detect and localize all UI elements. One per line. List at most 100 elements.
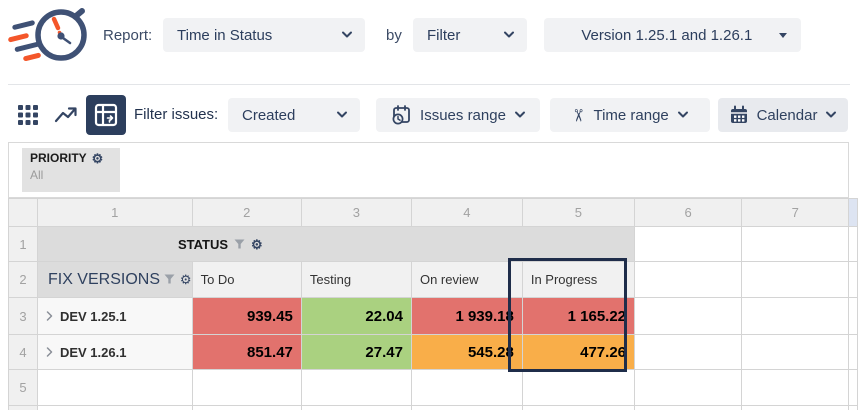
scope-value: Filter: [427, 26, 461, 44]
column-header-2[interactable]: 2: [191, 198, 302, 227]
chevron-right-icon[interactable]: [46, 347, 53, 357]
empty-cell[interactable]: [300, 369, 412, 406]
value-cell-selected-column[interactable]: 477.26: [521, 334, 636, 370]
fix-versions-header-cell[interactable]: FIX VERSIONS ⚙: [36, 261, 193, 298]
fix-versions-label: FIX VERSIONS: [47, 270, 160, 288]
row-header-4[interactable]: 4: [8, 334, 38, 370]
partial-cell: [848, 334, 858, 370]
saved-filter-dropdown[interactable]: Version 1.25.1 and 1.26.1: [544, 18, 801, 52]
gear-icon[interactable]: ⚙: [251, 236, 263, 252]
empty-cell[interactable]: [410, 369, 523, 406]
chevron-down-icon: [503, 31, 515, 39]
column-header-3[interactable]: 3: [300, 198, 412, 227]
chart-view-button[interactable]: [48, 97, 84, 133]
partial-cell: [848, 405, 858, 410]
empty-cell[interactable]: [634, 261, 743, 298]
row-label-text: DEV 1.26.1: [59, 344, 127, 360]
value-cell[interactable]: 545.28: [410, 334, 523, 370]
status-column-todo[interactable]: To Do: [191, 261, 302, 298]
empty-cell: [741, 405, 850, 410]
partial-cell: [848, 369, 858, 406]
empty-cell[interactable]: [634, 226, 743, 262]
value-cell[interactable]: 27.47: [300, 334, 412, 370]
filter-issues-value: Created: [242, 106, 296, 124]
column-header-7[interactable]: 7: [741, 198, 850, 227]
dropdown-arrow-icon: [778, 32, 787, 38]
partial-cell: [848, 226, 858, 262]
gear-icon[interactable]: ⚙: [91, 150, 104, 166]
gear-icon[interactable]: ⚙: [179, 271, 192, 287]
column-header-1[interactable]: 1: [36, 198, 193, 227]
fix-version-row-label[interactable]: DEV 1.26.1: [36, 334, 193, 370]
column-header-4[interactable]: 4: [410, 198, 523, 227]
row-header-5[interactable]: 5: [8, 369, 38, 406]
issues-range-button[interactable]: Issues range: [376, 98, 540, 132]
pivot-table-icon: [94, 103, 118, 127]
line-chart-icon: [54, 107, 77, 123]
pivot-table: 1 2 3 4 5 6 7 1 STATUS ⚙: [8, 198, 858, 410]
grid-view-button[interactable]: [10, 97, 46, 133]
chevron-down-icon: [336, 111, 348, 119]
filter-funnel-icon[interactable]: [164, 274, 175, 284]
empty-cell[interactable]: [741, 261, 850, 298]
report-label: Report:: [103, 27, 153, 44]
chevron-down-icon: [677, 111, 689, 119]
app-logo-stopwatch-icon: [8, 8, 87, 62]
value-cell[interactable]: 851.47: [191, 334, 302, 370]
pivot-view-button[interactable]: [86, 95, 126, 135]
chevron-down-icon: [341, 31, 353, 39]
status-group-label: STATUS: [177, 236, 229, 252]
row-label-text: DEV 1.25.1: [59, 308, 127, 324]
empty-cell[interactable]: [741, 226, 850, 262]
fix-version-row-label[interactable]: DEV 1.25.1: [36, 297, 193, 335]
empty-cell: [36, 405, 193, 410]
filter-funnel-icon[interactable]: [234, 239, 245, 249]
partial-cell: [848, 261, 858, 298]
value-cell[interactable]: 939.45: [191, 297, 302, 335]
empty-cell: [634, 405, 743, 410]
column-header-6[interactable]: 6: [634, 198, 743, 227]
empty-cell[interactable]: [521, 369, 636, 406]
filter-issues-label: Filter issues:: [134, 106, 219, 123]
header-divider: [8, 84, 850, 85]
filter-issues-dropdown[interactable]: Created: [228, 98, 360, 132]
value-cell[interactable]: 1 939.18: [410, 297, 523, 335]
status-column-testing[interactable]: Testing: [300, 261, 412, 298]
empty-cell: [300, 405, 412, 410]
value-cell[interactable]: 22.04: [300, 297, 412, 335]
empty-cell: [410, 405, 523, 410]
status-group-header-cell[interactable]: STATUS ⚙: [36, 226, 636, 262]
status-column-inprogress[interactable]: In Progress: [521, 261, 636, 298]
priority-filter-chip[interactable]: PRIORITY ⚙ All: [22, 148, 120, 192]
calendar-button[interactable]: Calendar: [718, 98, 848, 132]
column-header-5[interactable]: 5: [521, 198, 636, 227]
calendar-icon: [730, 105, 747, 123]
empty-cell[interactable]: [36, 369, 193, 406]
grid-dots-icon: [18, 105, 38, 125]
row-header-3[interactable]: 3: [8, 297, 38, 335]
issues-range-label: Issues range: [420, 106, 506, 124]
status-column-onreview[interactable]: On review: [410, 261, 523, 298]
empty-cell[interactable]: [634, 297, 743, 335]
empty-cell[interactable]: [634, 334, 743, 370]
scope-dropdown[interactable]: Filter: [413, 18, 527, 52]
row-header-partial: [8, 405, 38, 410]
empty-cell[interactable]: [191, 369, 302, 406]
empty-cell[interactable]: [741, 297, 850, 335]
time-range-label: Time range: [593, 106, 669, 124]
chevron-down-icon: [514, 111, 526, 119]
row-header-1[interactable]: 1: [8, 226, 38, 262]
calendar-clock-icon: [392, 105, 410, 125]
empty-cell[interactable]: [634, 369, 743, 406]
chevron-down-icon: [825, 111, 837, 119]
value-cell-selected-column[interactable]: 1 165.22: [521, 297, 636, 335]
empty-cell: [191, 405, 302, 410]
empty-cell[interactable]: [741, 369, 850, 406]
time-range-button[interactable]: ✂ Time range: [550, 98, 710, 132]
partial-cell: [848, 297, 858, 335]
chevron-right-icon[interactable]: [46, 311, 53, 321]
row-header-2[interactable]: 2: [8, 261, 38, 298]
empty-cell[interactable]: [741, 334, 850, 370]
report-type-dropdown[interactable]: Time in Status: [163, 18, 365, 52]
